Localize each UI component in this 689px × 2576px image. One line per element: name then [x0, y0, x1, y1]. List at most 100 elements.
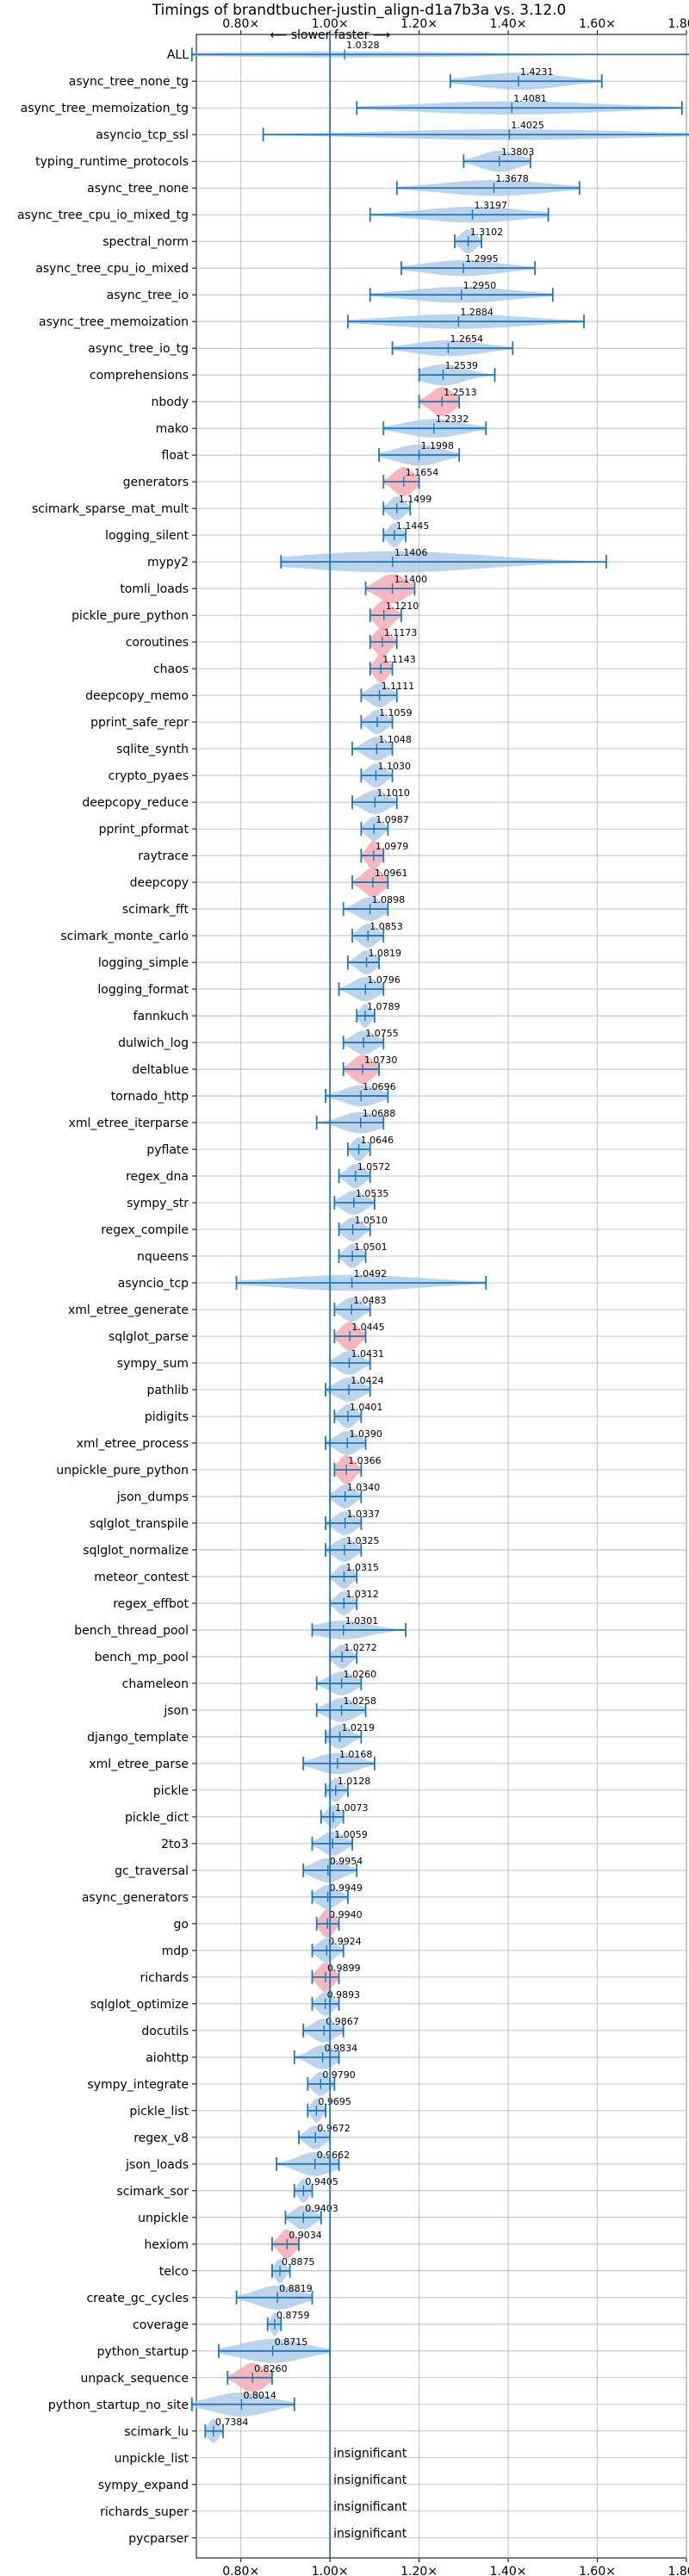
- value-label: 1.2950: [463, 280, 497, 291]
- benchmark-label: python_startup_no_site: [48, 2399, 189, 2412]
- benchmark-label: deepcopy: [130, 876, 189, 890]
- benchmark-label: raytrace: [138, 849, 189, 863]
- value-label: 1.2332: [436, 414, 469, 425]
- benchmark-label: docutils: [141, 2025, 189, 2038]
- benchmark-label: sympy_expand: [98, 2479, 189, 2492]
- benchmark-label: generators: [123, 476, 189, 489]
- benchmark-label: meteor_contest: [94, 1571, 189, 1584]
- benchmark-label: logging_format: [97, 983, 189, 997]
- value-label: 1.0492: [354, 1268, 388, 1279]
- benchmark-label: json: [163, 1704, 189, 1718]
- benchmark-label: mdp: [162, 1944, 189, 1958]
- benchmark-label: 2to3: [161, 1838, 189, 1851]
- benchmark-label: pprint_pformat: [99, 823, 189, 837]
- benchmark-label: chaos: [153, 663, 189, 676]
- value-label: 0.8819: [279, 2283, 313, 2294]
- benchmark-label: scimark_lu: [124, 2425, 189, 2439]
- value-label: 1.1400: [394, 574, 428, 585]
- value-label: 1.0260: [344, 1669, 377, 1680]
- benchmark-label: sympy_integrate: [87, 2078, 189, 2092]
- value-label: 1.4025: [511, 120, 544, 131]
- benchmark-label: tomli_loads: [120, 582, 189, 596]
- benchmark-label: fannkuch: [133, 1010, 189, 1024]
- benchmark-label: crypto_pyaes: [109, 769, 189, 783]
- value-label: 1.0572: [357, 1161, 391, 1173]
- x-tick-label-top: 1.20×: [400, 17, 438, 31]
- benchmark-label: sympy_sum: [117, 1357, 189, 1371]
- value-label: 0.9893: [327, 1989, 361, 2000]
- benchmark-label: pathlib: [147, 1384, 189, 1397]
- chart-title: Timings of brandtbucher-justin_align-d1a…: [152, 2, 567, 19]
- x-tick-label-top: 1.60×: [579, 17, 616, 31]
- benchmark-label: logging_simple: [98, 956, 189, 970]
- benchmark-label: regex_effbot: [113, 1597, 189, 1611]
- benchmark-label: sympy_str: [127, 1197, 189, 1210]
- value-label: 1.0696: [363, 1081, 396, 1092]
- benchmark-label: logging_silent: [105, 529, 189, 543]
- value-label: 1.3678: [495, 173, 529, 184]
- benchmark-label: regex_compile: [101, 1223, 189, 1237]
- benchmark-label: float: [162, 449, 189, 463]
- benchmark-label: async_tree_io_tg: [88, 342, 189, 356]
- value-label: 1.1445: [396, 520, 430, 532]
- benchmark-label: unpickle: [138, 2212, 189, 2225]
- benchmark-label: nbody: [152, 395, 189, 409]
- value-label: 1.0059: [334, 1829, 368, 1840]
- value-label: 1.1143: [382, 654, 416, 665]
- benchmark-label: telco: [159, 2265, 189, 2279]
- benchmark-label: unpickle_list: [115, 2452, 189, 2466]
- value-label: 1.0272: [344, 1642, 377, 1653]
- x-tick-label-bottom: 0.80×: [222, 2565, 259, 2576]
- value-label: 0.9899: [327, 1963, 361, 1974]
- x-tick-label-top: 1.40×: [490, 17, 527, 31]
- insignificant-label: insignificant: [333, 2500, 407, 2514]
- x-tick-label-top: 1.80×: [668, 17, 689, 31]
- value-label: 0.9790: [322, 2069, 356, 2081]
- value-label: 1.0961: [375, 868, 408, 879]
- benchmark-label: comprehensions: [90, 369, 189, 383]
- benchmark-label: scimark_fft: [122, 903, 189, 917]
- value-label: 1.0483: [353, 1295, 387, 1306]
- benchmark-label: mako: [156, 422, 189, 436]
- value-label: 1.3803: [501, 146, 535, 158]
- x-tick-label-bottom: 1.60×: [579, 2565, 616, 2576]
- value-label: 1.0390: [349, 1428, 382, 1440]
- value-label: 1.0328: [346, 40, 380, 51]
- value-label: 1.2654: [450, 333, 483, 345]
- benchmark-label: async_generators: [82, 1891, 189, 1905]
- benchmark-label: pprint_safe_repr: [90, 716, 189, 730]
- value-label: 1.0510: [355, 1215, 388, 1226]
- benchmark-label: pickle_list: [129, 2105, 189, 2119]
- benchmark-label: bench_mp_pool: [95, 1651, 189, 1664]
- benchmark-label: tornado_http: [111, 1090, 189, 1104]
- benchmark-label: json_loads: [125, 2158, 189, 2172]
- value-label: 1.1010: [376, 787, 410, 799]
- benchmark-label: bench_thread_pool: [74, 1624, 189, 1638]
- benchmark-label: unpickle_pure_python: [56, 1464, 189, 1478]
- value-label: 0.9867: [326, 2016, 359, 2027]
- value-label: 0.9924: [328, 1936, 362, 1947]
- value-label: 1.0898: [372, 894, 406, 905]
- value-label: 0.8759: [276, 2310, 310, 2321]
- benchmark-label: nqueens: [137, 1250, 189, 1264]
- value-label: 1.0301: [345, 1615, 379, 1627]
- benchmark-label: xml_etree_process: [77, 1437, 189, 1451]
- benchmark-label: django_template: [87, 1731, 189, 1745]
- x-tick-label-bottom: 1.00×: [312, 2565, 349, 2576]
- value-label: 1.2884: [460, 307, 493, 318]
- value-label: 1.3197: [475, 200, 508, 211]
- benchmark-label: sqlglot_transpile: [90, 1517, 189, 1531]
- value-label: 1.0730: [364, 1055, 398, 1066]
- benchmark-label: scimark_sor: [116, 2185, 189, 2199]
- value-label: 1.2539: [445, 360, 479, 371]
- benchmark-label: regex_dna: [126, 1170, 189, 1184]
- value-label: 1.0979: [376, 841, 409, 852]
- value-label: 1.1111: [382, 681, 415, 692]
- value-label: 1.0796: [367, 974, 400, 986]
- benchmark-label: go: [174, 1918, 189, 1932]
- benchmark-label: sqlite_synth: [116, 743, 189, 756]
- benchmark-label: richards_super: [100, 2505, 189, 2519]
- value-label: 1.1173: [384, 627, 418, 638]
- benchmark-label: python_startup: [97, 2345, 189, 2359]
- value-label: 1.0337: [347, 1509, 381, 1520]
